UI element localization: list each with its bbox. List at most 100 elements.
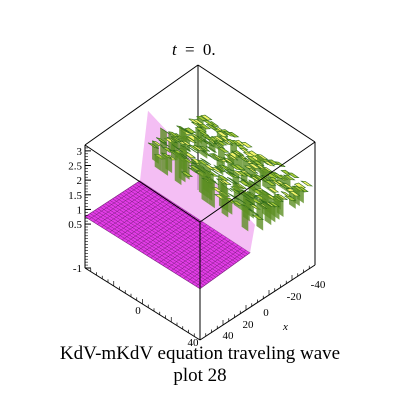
wave-patch xyxy=(168,131,180,138)
wave-patch xyxy=(242,192,255,200)
wave-patch xyxy=(226,138,238,145)
wave-patch xyxy=(227,154,239,161)
wave-shadow xyxy=(208,177,215,209)
wave-patch xyxy=(272,195,284,203)
wave-patch xyxy=(223,130,235,137)
wave-patch xyxy=(216,178,228,185)
x-axis: -40 -20 0 20 40 xyxy=(199,260,326,342)
wave-patch xyxy=(260,174,272,182)
x-tick-label: 0 xyxy=(263,307,269,319)
wave-patch xyxy=(240,141,253,148)
wave-patch xyxy=(170,136,182,143)
wave-patch xyxy=(221,164,233,172)
wave-patch xyxy=(278,182,290,190)
wave-patch xyxy=(266,187,280,193)
z-tick-label: 2 xyxy=(77,175,83,187)
wave-patch xyxy=(199,145,211,152)
wave-patch xyxy=(286,172,300,178)
wave-patch xyxy=(224,168,236,176)
wave-patch xyxy=(158,139,170,148)
wave-patch xyxy=(198,165,210,173)
figure-caption-line-2: plot 28 xyxy=(173,365,227,386)
mesh-line xyxy=(107,201,221,275)
wave-shadow xyxy=(264,201,272,226)
z-tick-label: 2.5 xyxy=(68,161,82,173)
wave-patch xyxy=(147,142,159,149)
wave-patch xyxy=(288,190,301,197)
mesh-line xyxy=(99,206,214,280)
mesh-line xyxy=(114,196,228,270)
bounding-box-front xyxy=(84,141,316,341)
wave-patch xyxy=(282,182,294,189)
wave-patch xyxy=(239,147,251,154)
wave-patch xyxy=(226,176,239,184)
wave-patch xyxy=(161,152,173,159)
y-tick-label: 0 xyxy=(135,305,141,317)
wave-patch xyxy=(223,157,235,164)
wave-patch xyxy=(276,194,288,201)
z-tick-label: 1 xyxy=(77,204,83,216)
wave-patch xyxy=(205,124,218,130)
wave-patch xyxy=(155,137,168,144)
wave-patch xyxy=(151,140,164,147)
wave-patch xyxy=(211,135,223,143)
wave-patch xyxy=(194,145,207,153)
wave-patch xyxy=(237,176,249,184)
wave-patch xyxy=(208,154,220,162)
wave-patch xyxy=(213,164,225,173)
x-tick-label: -40 xyxy=(311,279,326,291)
wave-patch xyxy=(261,189,273,197)
wave-patch xyxy=(188,118,200,125)
wave-patch xyxy=(213,142,225,150)
wave-patch xyxy=(232,170,244,176)
wave-patch xyxy=(178,152,190,160)
wave-patch xyxy=(251,214,265,220)
x-axis-label: x xyxy=(282,321,288,333)
wave-patch xyxy=(180,144,192,152)
wave-patch xyxy=(178,126,191,134)
wave-patch xyxy=(186,145,198,154)
wave-patch xyxy=(183,152,196,159)
wave-patch xyxy=(197,130,209,136)
wave-patch xyxy=(231,150,243,157)
title-operator: = xyxy=(185,40,195,59)
wave-shadow xyxy=(256,202,264,231)
wave-patch xyxy=(228,164,242,171)
z-axis: -1 0.5 1 1.5 2 2.5 3 xyxy=(68,146,91,275)
mesh-line xyxy=(129,187,242,260)
wave-shadow xyxy=(154,154,162,172)
wave-patch xyxy=(202,120,216,126)
mesh-line xyxy=(122,191,235,265)
wave-patch xyxy=(256,153,268,160)
mesh-line xyxy=(132,185,244,258)
wave-shadow xyxy=(174,150,182,186)
mesh-line xyxy=(137,182,248,255)
z-tick-label: 3 xyxy=(77,146,83,158)
wave-patch xyxy=(200,157,212,165)
wave-patch xyxy=(272,173,285,179)
mesh-line xyxy=(124,190,237,263)
mesh-line xyxy=(112,198,226,271)
wave-patch xyxy=(217,147,230,153)
wave-patch xyxy=(248,163,261,169)
wave-patch xyxy=(262,166,274,173)
wave-patch xyxy=(212,154,224,161)
wave-patch xyxy=(245,198,257,207)
wave-patch xyxy=(203,140,215,147)
x-tick-label: 40 xyxy=(223,330,235,342)
z-tick-label: -1 xyxy=(73,263,82,275)
wave-patch xyxy=(264,180,277,186)
wave-patch xyxy=(191,121,203,129)
title-value: 0. xyxy=(203,40,216,59)
title-variable: t xyxy=(172,40,178,59)
wave-shadow xyxy=(221,184,229,218)
wave-patch xyxy=(280,191,292,198)
x-tick-label: 20 xyxy=(243,319,255,331)
wave-patch xyxy=(256,201,268,210)
mesh-line xyxy=(127,188,239,262)
wave-patch xyxy=(262,160,276,167)
wave-patch xyxy=(248,208,260,216)
wave-patch xyxy=(268,201,280,208)
x-tick-label: -20 xyxy=(287,291,302,303)
wave-patch xyxy=(188,144,200,151)
